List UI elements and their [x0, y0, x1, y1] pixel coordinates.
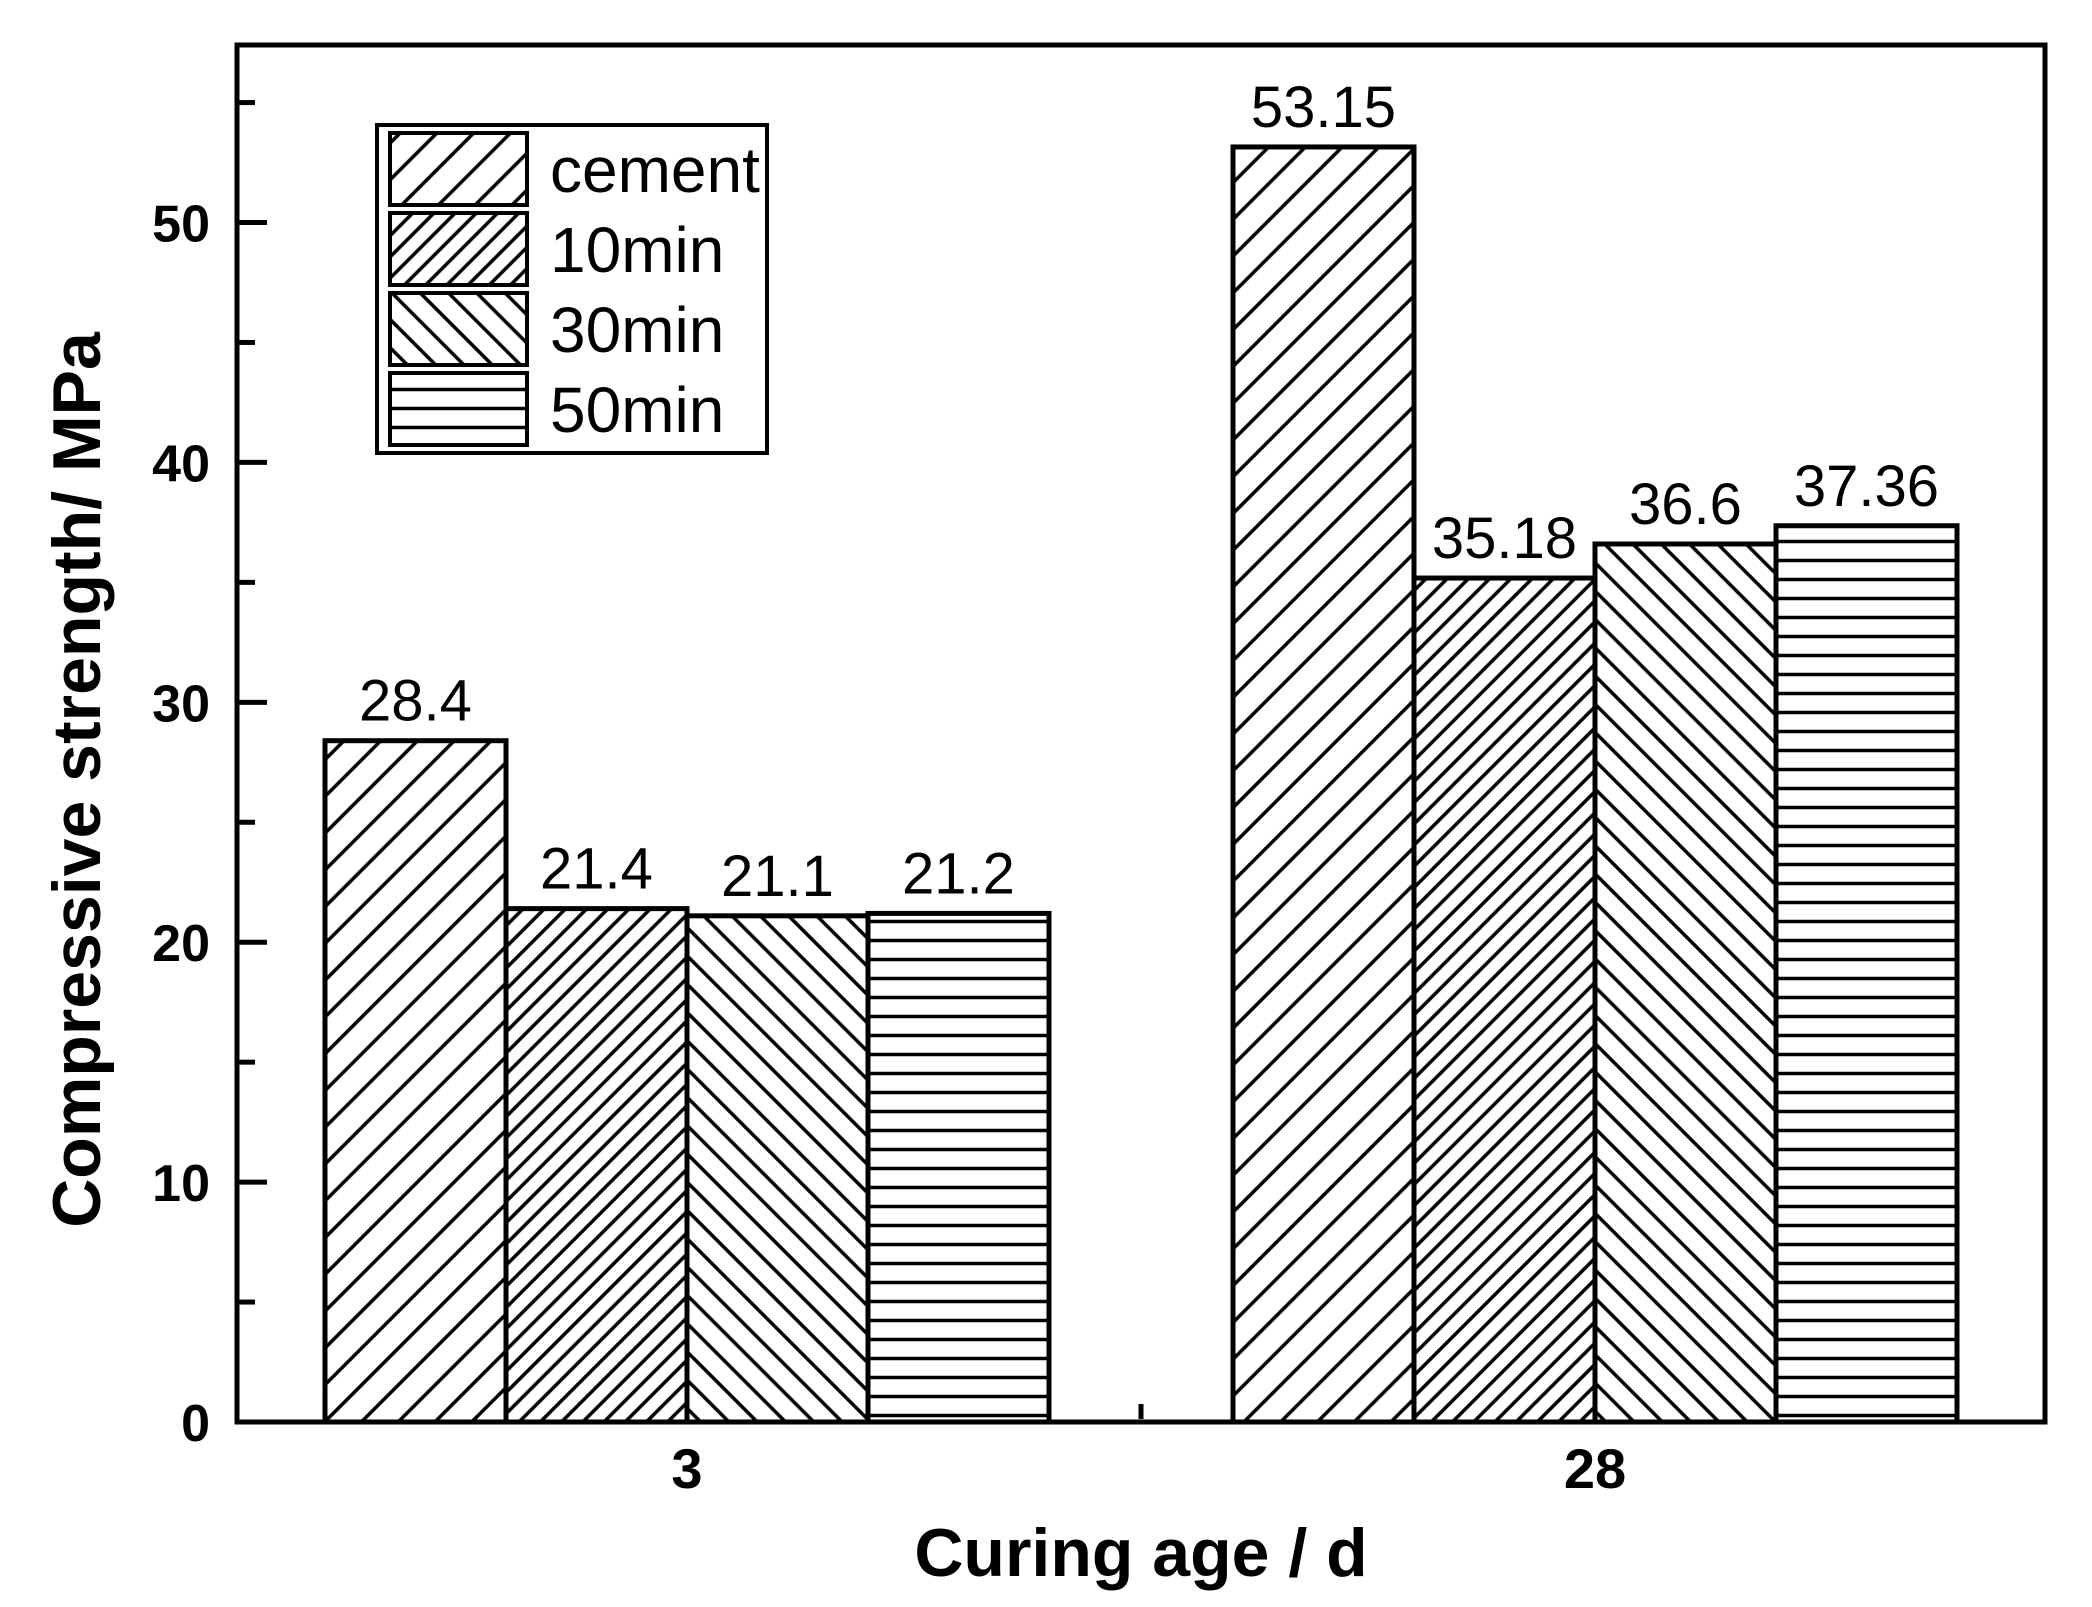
legend-label-30min: 30min: [550, 294, 724, 366]
y-tick-label-50: 50: [152, 196, 210, 254]
bar-cement-28: [1230, 144, 1417, 1425]
legend-swatch-cement: [388, 131, 529, 207]
legend-swatch-30min: [388, 291, 529, 367]
y-tick-label-0: 0: [181, 1395, 210, 1453]
axis-ticks-layer: 0 10 20 30 40 50 3 28: [152, 100, 1626, 1500]
y-axis-title: Compressive strength/ MPa: [39, 331, 115, 1228]
value-label-50min-28: 37.36: [1794, 454, 1939, 519]
x-category-label-3: 3: [671, 1437, 702, 1500]
value-label-10min-3: 21.4: [540, 837, 653, 902]
y-tick-label-30: 30: [152, 675, 210, 733]
x-category-label-28: 28: [1564, 1437, 1626, 1500]
bars-layer: 28.4 21.4 21.1 21.2 53.15 35.18 36.6 37.36: [322, 75, 1960, 1425]
legend-label-10min: 10min: [550, 214, 724, 286]
value-label-30min-28: 36.6: [1629, 472, 1742, 537]
value-label-30min-3: 21.1: [721, 844, 834, 909]
value-label-cement-3: 28.4: [359, 669, 472, 734]
y-tick-label-40: 40: [152, 435, 210, 493]
plot-frame: [234, 42, 2048, 1425]
bar-50min-28: [1773, 523, 1960, 1425]
x-axis-title: Curing age / d: [914, 1515, 1367, 1591]
legend-swatch-10min: [388, 211, 529, 287]
bar-30min-28: [1592, 541, 1779, 1425]
legend-swatch-50min: [388, 371, 529, 447]
legend-label-50min: 50min: [550, 374, 724, 446]
bar-10min-28: [1411, 575, 1598, 1425]
bar-10min-3: [503, 906, 690, 1425]
bar-cement-3: [322, 738, 509, 1425]
value-label-10min-28: 35.18: [1432, 506, 1577, 571]
y-tick-label-10: 10: [152, 1155, 210, 1213]
legend-label-cement: cement: [550, 134, 760, 206]
value-label-cement-28: 53.15: [1251, 75, 1396, 140]
y-tick-label-20: 20: [152, 915, 210, 973]
legend: cement 10min 30min 50min: [375, 123, 769, 455]
bar-50min-3: [865, 910, 1052, 1425]
bar-30min-3: [684, 913, 871, 1425]
value-label-50min-3: 21.2: [902, 841, 1015, 906]
